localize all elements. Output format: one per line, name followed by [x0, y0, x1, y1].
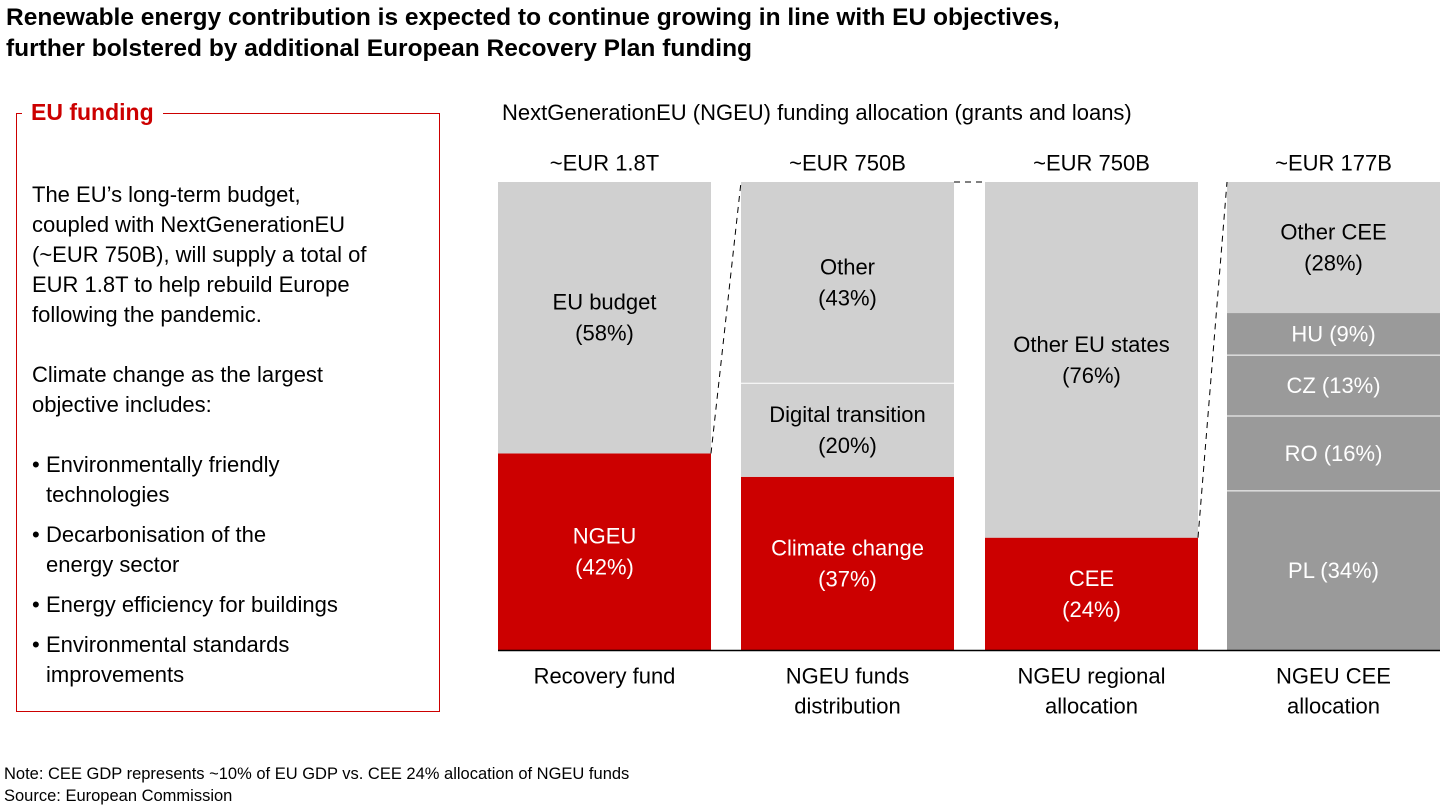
segment-label: (76%): [1062, 363, 1121, 388]
paragraph-2-line: objective includes:: [32, 392, 212, 417]
eu-funding-heading: EU funding: [22, 97, 163, 127]
objective-list-item: Environmentally friendly technologies: [32, 450, 432, 510]
segment-label: (43%): [818, 286, 877, 311]
segment-label: Other: [820, 255, 875, 280]
bar-segment: [741, 476, 954, 650]
segment-label: Other CEE: [1280, 220, 1386, 245]
objective-line: improvements: [46, 662, 185, 687]
paragraph-2-line: Climate change as the largest: [32, 362, 324, 387]
segment-label: (28%): [1304, 251, 1363, 276]
bar-segment: [1227, 355, 1440, 416]
segment-label: Digital transition: [769, 402, 926, 427]
bar-segment: [741, 383, 954, 477]
category-label: distribution: [794, 694, 900, 719]
objective-line: Energy efficiency for buildings: [46, 592, 338, 617]
dashed-connector: [1197, 181, 1228, 538]
segment-label: NGEU: [573, 524, 637, 549]
objective-list-item: Environmental standards improvements: [32, 630, 432, 690]
bar-segment: [985, 182, 1198, 538]
bar-total-label: ~EUR 750B: [789, 151, 906, 176]
eu-funding-text: The EU’s long-term budget, coupled with N…: [32, 180, 432, 700]
segment-label: (24%): [1062, 597, 1121, 622]
category-label: NGEU regional: [1018, 664, 1166, 689]
bar-segment: [1227, 490, 1440, 650]
segment-label: Other EU states: [1013, 332, 1170, 357]
page-title-line-1: Renewable energy contribution is expecte…: [6, 4, 1060, 31]
objective-list: Environmentally friendly technologies Deca…: [32, 450, 432, 690]
paragraph-2: Climate change as the largest objective i…: [32, 360, 432, 420]
bar-total-label: ~EUR 750B: [1033, 151, 1150, 176]
objective-line: Environmentally friendly: [46, 452, 280, 477]
bar-segment: [498, 453, 711, 650]
category-label: NGEU funds: [786, 664, 910, 689]
paragraph-1-line: (~EUR 750B), will supply a total of: [32, 242, 367, 267]
paragraph-1-line: following the pandemic.: [32, 302, 262, 327]
segment-label: (20%): [818, 433, 877, 458]
segment-label: (58%): [575, 321, 634, 346]
bar-segment: [1227, 182, 1440, 314]
footnotes: Note: CEE GDP represents ~10% of EU GDP …: [4, 763, 629, 807]
segment-label: EU budget: [553, 290, 657, 315]
category-label: NGEU CEE: [1276, 664, 1391, 689]
category-label: allocation: [1045, 694, 1138, 719]
paragraph-1: The EU’s long-term budget, coupled with N…: [32, 180, 432, 330]
bar-segment: [741, 182, 954, 384]
objective-list-item: Decarbonisation of the energy sector: [32, 520, 432, 580]
objective-line: technologies: [46, 482, 170, 507]
objective-line: Decarbonisation of the: [46, 522, 267, 547]
paragraph-1-line: coupled with NextGenerationEU: [32, 212, 346, 237]
bar-total-label: ~EUR 1.8T: [550, 151, 659, 176]
source-text: Source: European Commission: [4, 787, 233, 805]
objective-line: energy sector: [46, 552, 180, 577]
segment-label: HU (9%): [1291, 322, 1375, 347]
segment-label: CZ (13%): [1286, 373, 1380, 398]
segment-label: PL (34%): [1288, 558, 1379, 583]
category-label: Recovery fund: [534, 664, 676, 689]
segment-label: (42%): [575, 555, 634, 580]
segment-label: RO (16%): [1285, 441, 1383, 466]
dashed-connector: [710, 181, 742, 454]
paragraph-1-line: The EU’s long-term budget,: [32, 182, 301, 207]
category-label: allocation: [1287, 694, 1380, 719]
chart-title: NextGenerationEU (NGEU) funding allocati…: [502, 100, 1132, 125]
eu-funding-panel: [16, 113, 440, 712]
objective-line: Environmental standards: [46, 632, 290, 657]
bar-segment: [1227, 416, 1440, 491]
page-title: Renewable energy contribution is expecte…: [6, 2, 1426, 64]
bar-segment: [498, 182, 711, 454]
bar-segment: [1227, 313, 1440, 356]
segment-label: Climate change: [771, 535, 924, 560]
segment-label: (37%): [818, 566, 877, 591]
bar-total-label: ~EUR 177B: [1275, 151, 1392, 176]
note-text: Note: CEE GDP represents ~10% of EU GDP …: [4, 765, 630, 783]
objective-list-item: Energy efficiency for buildings: [32, 590, 432, 620]
segment-label: CEE: [1069, 566, 1114, 591]
bar-segment: [985, 537, 1198, 650]
paragraph-1-line: EUR 1.8T to help rebuild Europe: [32, 272, 350, 297]
page-title-line-2: further bolstered by additional European…: [6, 35, 752, 62]
